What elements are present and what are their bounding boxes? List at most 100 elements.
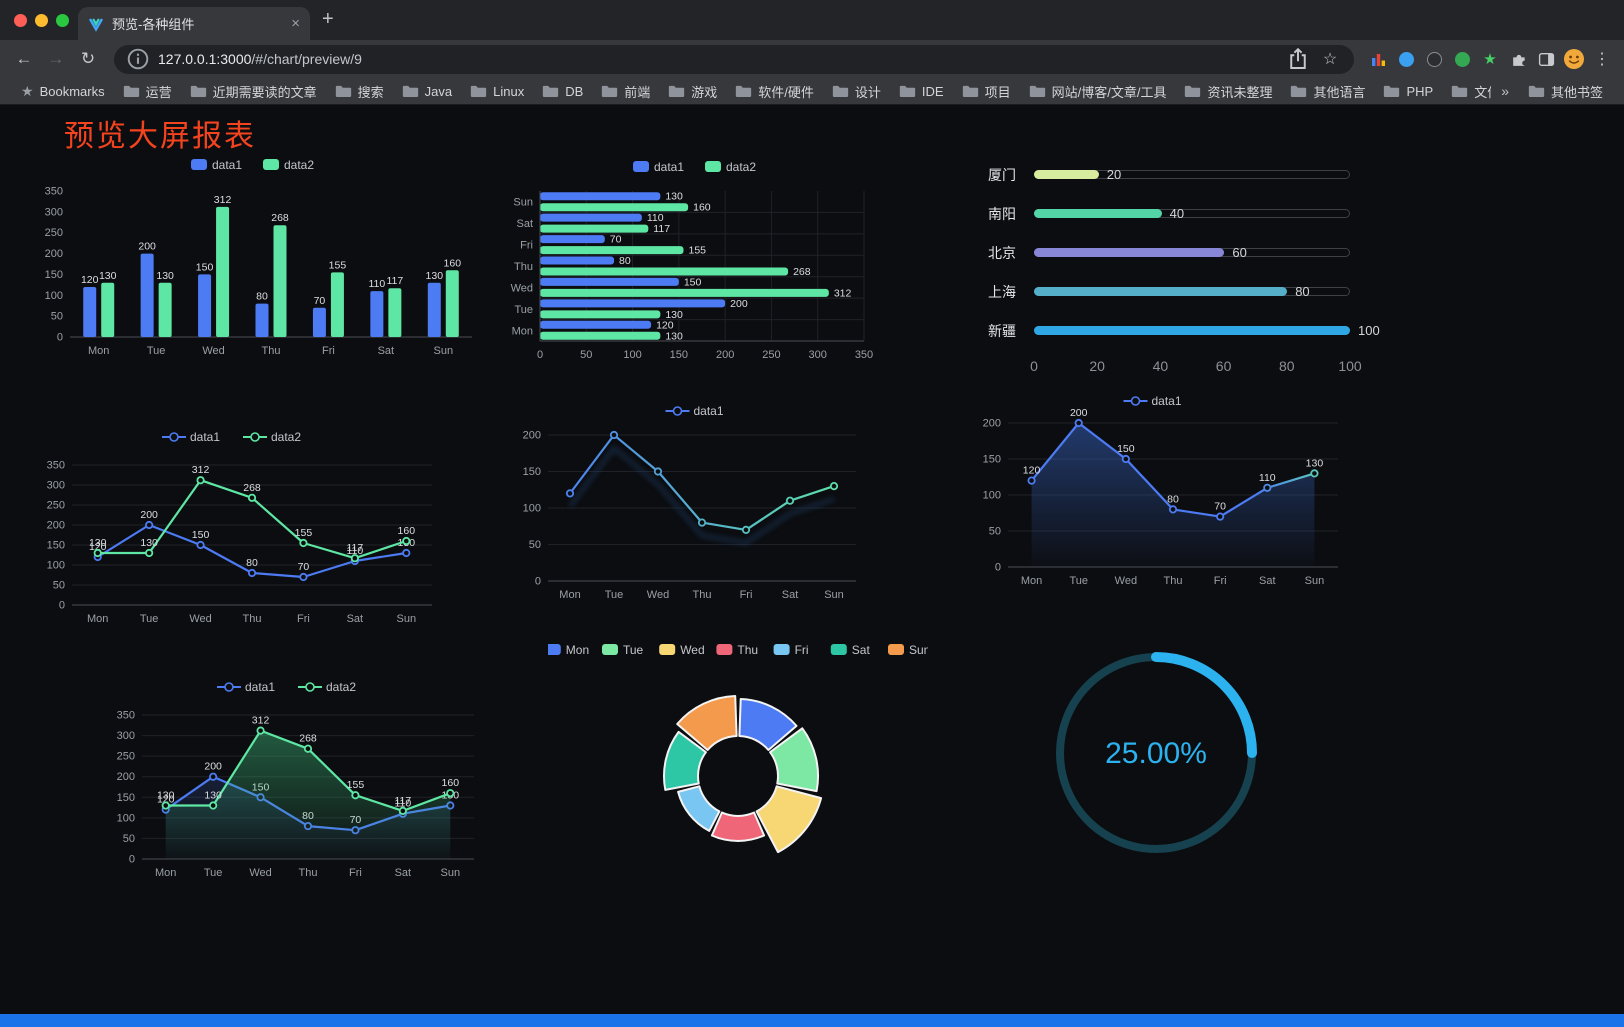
legend-item-Sun[interactable]: Sun [888, 643, 930, 657]
progress-bars-chart[interactable]: 厦门 20 南阳 40 北京 60 上海 80 新疆 100 0 20 40 60 80 100 [988, 155, 1380, 380]
svg-text:110: 110 [368, 278, 385, 290]
chart-canvas[interactable]: data1 data2 0 50 100 150 200 250 300 350 Mon Tue Wed… [26, 423, 446, 639]
legend-item-data2[interactable]: data2 [705, 160, 756, 174]
bookmark-star-icon[interactable]: ☆ [1322, 51, 1338, 68]
bookmark-folder[interactable]: 文件服务器 [1442, 82, 1491, 101]
svg-text:110: 110 [394, 798, 411, 810]
pie-slice-Wed[interactable] [755, 785, 823, 854]
bookmark-folder[interactable]: DB [533, 82, 592, 101]
svg-text:300: 300 [809, 349, 827, 361]
folder-icon [123, 85, 139, 97]
svg-text:data2: data2 [284, 158, 314, 172]
maximize-window-button[interactable] [56, 14, 69, 27]
tab-close-icon[interactable]: × [291, 15, 300, 32]
svg-text:50: 50 [51, 311, 63, 323]
svg-text:100: 100 [45, 290, 63, 302]
legend-item-Wed[interactable]: Wed [659, 643, 705, 657]
browser-tab[interactable]: 预览-各种组件 × [78, 7, 310, 40]
legend-item-data1[interactable]: data1 [1123, 394, 1182, 408]
browser-menu-icon[interactable]: ⋮ [1594, 51, 1610, 68]
pie-slice-Sun[interactable] [676, 695, 738, 751]
chart-canvas[interactable]: data1 0 50 100 150 200 Mon Tue Wed Thu Fri Sat Sun [498, 397, 900, 615]
bookmark-folder[interactable]: 其他语言 [1281, 82, 1374, 101]
back-icon[interactable]: ← [15, 49, 33, 68]
legend-item-data1[interactable]: data1 [162, 430, 220, 444]
gauge-chart[interactable]: 25.00% [1036, 643, 1276, 867]
extension-dark-icon[interactable] [1422, 47, 1446, 71]
bookmark-folder[interactable]: 网站/博客/文章/工具 [1020, 82, 1176, 101]
side-panel-icon[interactable] [1534, 47, 1558, 71]
legend-item-data1[interactable]: data1 [633, 160, 684, 174]
bookmark-folder[interactable]: Java [393, 82, 461, 101]
bookmark-folder[interactable]: PHP [1374, 82, 1442, 101]
share-icon[interactable] [1286, 47, 1310, 71]
profile-avatar[interactable] [1562, 47, 1586, 71]
chart-canvas[interactable]: Mon Tue Wed Thu Fri Sat Sun [544, 636, 930, 886]
forward-icon[interactable]: → [47, 49, 65, 68]
legend-item-data1[interactable]: data1 [217, 680, 275, 694]
svg-text:130: 130 [426, 270, 444, 282]
pie-slice-Sat[interactable] [662, 730, 707, 791]
extension-drop-icon[interactable] [1394, 47, 1418, 71]
site-info-icon[interactable] [126, 47, 150, 71]
other-bookmarks-folder[interactable]: 其他书签 [1519, 82, 1612, 101]
legend-item-Mon[interactable]: Mon [544, 643, 589, 657]
grouped-bar-chart[interactable]: data1 data2 0 50 100 150 200 250 300 350 Mon 120 130… [30, 149, 482, 367]
legend-item-data1[interactable]: data1 [665, 404, 724, 418]
extension-star-icon[interactable]: ★ [1483, 51, 1497, 68]
bookmark-folder[interactable]: 搜索 [326, 82, 393, 101]
bookmark-folder[interactable]: 游戏 [659, 82, 726, 101]
chart-canvas[interactable]: data1 0 50 100 150 200 Mon Tue Wed Thu Fri Sat Sun 12… [954, 387, 1360, 599]
pie-slice-Thu[interactable] [710, 811, 766, 842]
area-line-chart[interactable]: data1 0 50 100 150 200 Mon Tue Wed Thu Fri Sat Sun 12… [954, 387, 1360, 599]
pie-slice-Mon[interactable] [738, 698, 798, 751]
two-series-line-chart[interactable]: data1 data2 0 50 100 150 200 250 300 350 Mon Tue Wed… [26, 423, 446, 639]
bookmark-folder[interactable]: 近期需要读的文章 [181, 82, 326, 101]
pie-slice-Fri[interactable] [677, 785, 721, 832]
svg-text:Sun: Sun [396, 613, 416, 625]
extensions-puzzle-icon[interactable] [1506, 47, 1530, 71]
bookmark-folder[interactable]: 运营 [114, 82, 181, 101]
address-bar[interactable]: 127.0.0.1:3000/#/chart/preview/9 ☆ [114, 44, 1354, 74]
legend-item-Tue[interactable]: Tue [602, 643, 644, 657]
bookmark-folder[interactable]: 项目 [953, 82, 1020, 101]
legend-item-data1[interactable]: data1 [191, 158, 242, 172]
bookmarks-overflow-icon[interactable]: » [1501, 83, 1509, 99]
svg-text:160: 160 [398, 525, 416, 537]
bookmark-folder[interactable]: 资讯未整理 [1175, 82, 1281, 101]
svg-text:350: 350 [117, 710, 135, 722]
legend-item-Sat[interactable]: Sat [830, 643, 871, 657]
close-window-button[interactable] [14, 14, 27, 27]
chart-canvas[interactable]: 25.00% [1036, 643, 1276, 867]
pie-slice-Tue[interactable] [769, 727, 820, 793]
extension-green-icon[interactable] [1450, 47, 1474, 71]
legend-item-Fri[interactable]: Fri [773, 643, 809, 657]
legend-item-data2[interactable]: data2 [298, 680, 356, 694]
svg-text:117: 117 [394, 795, 411, 807]
minimize-window-button[interactable] [35, 14, 48, 27]
legend-item-data2[interactable]: data2 [243, 430, 301, 444]
bookmark-folder[interactable]: 软件/硬件 [726, 82, 823, 101]
rose-pie-chart[interactable]: Mon Tue Wed Thu Fri Sat Sun [544, 636, 930, 886]
bookmark-folder[interactable]: 设计 [823, 82, 890, 101]
horizontal-bar-chart[interactable]: data1 data2 0 50 100 150 200 250 300 350 Sun 130 160… [496, 151, 900, 369]
chart-canvas[interactable]: data1 data2 0 50 100 150 200 250 300 350 Mon Tue Wed… [94, 673, 488, 893]
extension-stats-icon[interactable] [1366, 47, 1390, 71]
bookmark-folder[interactable]: IDE [890, 82, 953, 101]
svg-text:160: 160 [693, 202, 711, 214]
bookmarks-root[interactable]: ★ Bookmarks [12, 83, 114, 100]
new-tab-button[interactable]: + [322, 8, 334, 30]
legend-item-data2[interactable]: data2 [263, 158, 314, 172]
svg-text:117: 117 [386, 275, 403, 287]
chart-canvas[interactable]: data1 data2 0 50 100 150 200 250 300 350 Sun 130 160… [496, 151, 900, 369]
gradient-line-chart[interactable]: data1 0 50 100 150 200 Mon Tue Wed Thu Fri Sat Sun [498, 397, 900, 615]
legend-item-Thu[interactable]: Thu [716, 643, 758, 657]
svg-text:130: 130 [665, 309, 683, 321]
svg-text:Tue: Tue [605, 589, 624, 601]
bookmark-folder[interactable]: Linux [461, 82, 533, 101]
reload-icon[interactable]: ↻ [80, 49, 96, 68]
two-series-area-line-chart[interactable]: data1 data2 0 50 100 150 200 250 300 350 Mon Tue Wed… [94, 673, 488, 893]
bookmark-folder[interactable]: 前端 [592, 82, 659, 101]
svg-text:130: 130 [665, 191, 683, 203]
